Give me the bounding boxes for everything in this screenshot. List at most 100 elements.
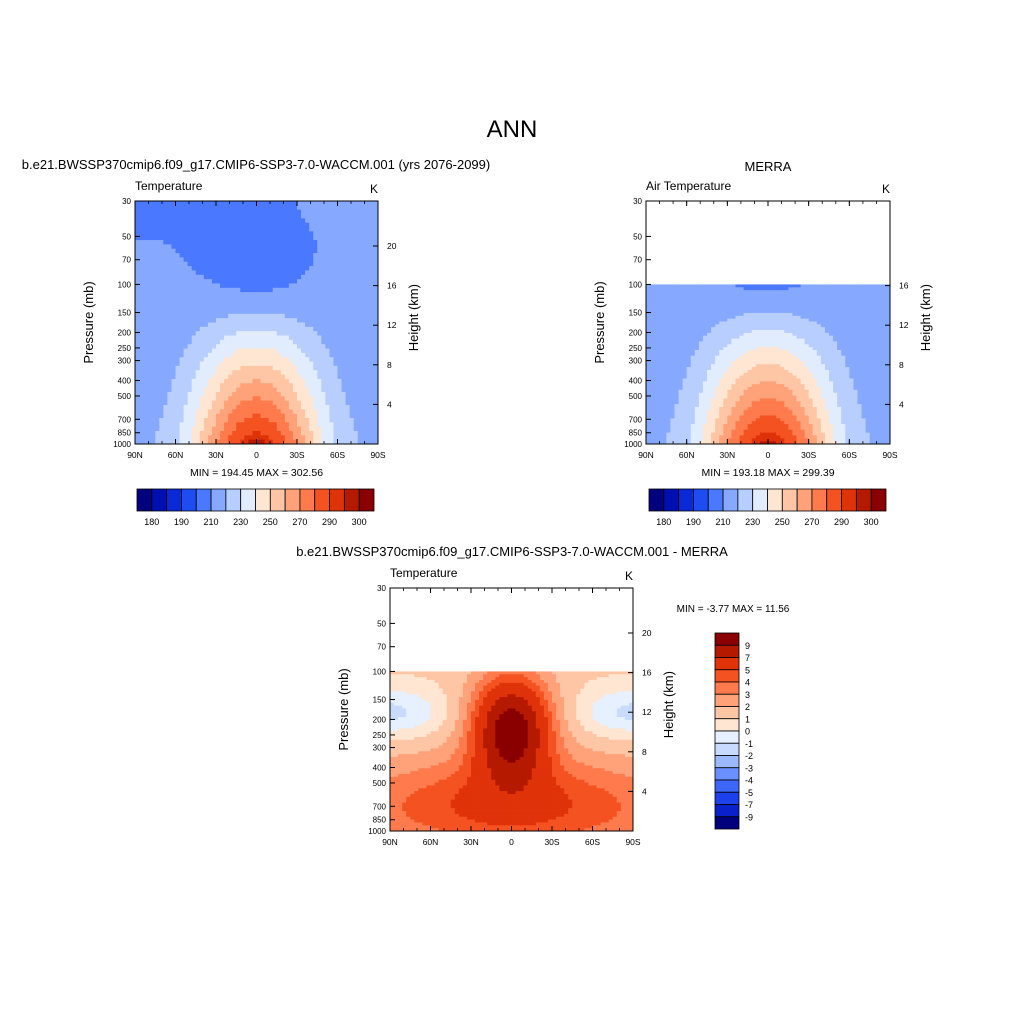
field-cell (268, 218, 274, 224)
field-cell (159, 287, 164, 293)
field-cell (135, 261, 140, 267)
field-cell (252, 292, 258, 298)
field-cell (203, 214, 209, 219)
field-cell (719, 341, 724, 345)
field-cell (650, 338, 655, 343)
field-cell (297, 318, 302, 324)
field-cell (820, 310, 826, 314)
field-cell (731, 298, 737, 303)
field-cell (195, 201, 201, 206)
field-cell (321, 218, 326, 224)
field-cell (195, 205, 201, 211)
field-cell (341, 348, 347, 354)
field-cell (175, 240, 181, 245)
field-cell (216, 261, 221, 267)
field-cell (228, 435, 233, 441)
field-cell (256, 370, 262, 376)
field-cell (337, 305, 343, 311)
field-cell (195, 383, 201, 389)
field-cell (292, 318, 298, 324)
field-cell (796, 284, 802, 288)
field-cell (845, 338, 850, 343)
field-cell (240, 218, 245, 224)
field-cell (829, 290, 834, 294)
field-cell (849, 327, 854, 331)
field-cell (211, 430, 217, 436)
field-cell (816, 301, 822, 305)
field-cell (885, 352, 890, 357)
field-cell (240, 244, 245, 250)
field-cell (321, 205, 326, 211)
field-cell (284, 439, 290, 444)
field-cell (252, 244, 258, 250)
field-cell (369, 231, 375, 237)
field-cell (723, 312, 728, 317)
field-cell (248, 257, 254, 263)
field-cell (353, 231, 359, 237)
field-cell (739, 318, 745, 323)
field-cell (658, 341, 663, 345)
field-cell (646, 355, 651, 360)
field-cell (707, 301, 712, 305)
field-cell (702, 332, 708, 337)
field-cell (857, 324, 863, 328)
field-cell (248, 287, 254, 293)
field-cell (159, 413, 164, 419)
field-cell (147, 331, 152, 337)
field-cell (837, 347, 842, 351)
x-tick-label: 90S (370, 450, 385, 460)
field-cell (877, 287, 883, 291)
field-cell (333, 227, 339, 232)
field-cell (690, 335, 696, 340)
field-cell (240, 417, 245, 423)
field-cell (207, 205, 213, 211)
field-cell (759, 287, 765, 291)
field-cell (788, 290, 793, 294)
field-cell (686, 349, 692, 354)
field-cell (232, 244, 237, 250)
field-cell (211, 370, 217, 376)
field-cell (865, 324, 871, 328)
colorbar-label: 250 (263, 517, 278, 527)
field-cell (650, 312, 655, 317)
field-cell (260, 331, 266, 337)
field-cell (349, 400, 355, 406)
field-cell (715, 292, 720, 297)
field-cell (329, 383, 335, 389)
field-cell (260, 305, 266, 311)
field-cell (151, 257, 156, 263)
field-cell (216, 326, 221, 332)
field-cell (739, 284, 745, 288)
field-cell (873, 324, 879, 328)
field-cell (650, 341, 655, 345)
field-cell (365, 335, 371, 341)
field-cell (309, 296, 314, 302)
field-cell (751, 318, 757, 323)
field-cell (373, 248, 378, 254)
field-cell (662, 341, 667, 345)
field-cell (698, 295, 704, 300)
field-cell (784, 310, 789, 314)
field-cell (151, 370, 156, 376)
field-cell (853, 338, 859, 343)
field-cell (329, 309, 335, 315)
field-cell (268, 396, 274, 402)
field-cell (686, 335, 692, 340)
field-cell (361, 279, 367, 285)
field-cell (678, 287, 684, 291)
field-cell (662, 352, 667, 357)
field-cell (240, 214, 245, 219)
field-cell (135, 361, 140, 367)
field-cell (349, 422, 355, 428)
field-cell (317, 227, 322, 232)
field-cell (187, 357, 193, 363)
field-cell (719, 324, 724, 328)
field-cell (369, 417, 375, 423)
field-cell (678, 298, 684, 303)
field-cell (755, 298, 761, 303)
field-cell (812, 318, 818, 323)
field-cell (845, 304, 850, 308)
field-cell (159, 296, 164, 302)
field-cell (264, 231, 270, 237)
field-cell (191, 274, 197, 280)
